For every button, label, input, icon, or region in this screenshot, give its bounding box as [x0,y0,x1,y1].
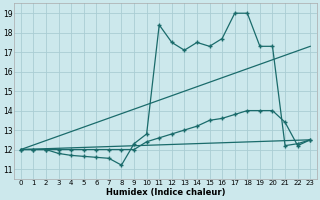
X-axis label: Humidex (Indice chaleur): Humidex (Indice chaleur) [106,188,225,197]
